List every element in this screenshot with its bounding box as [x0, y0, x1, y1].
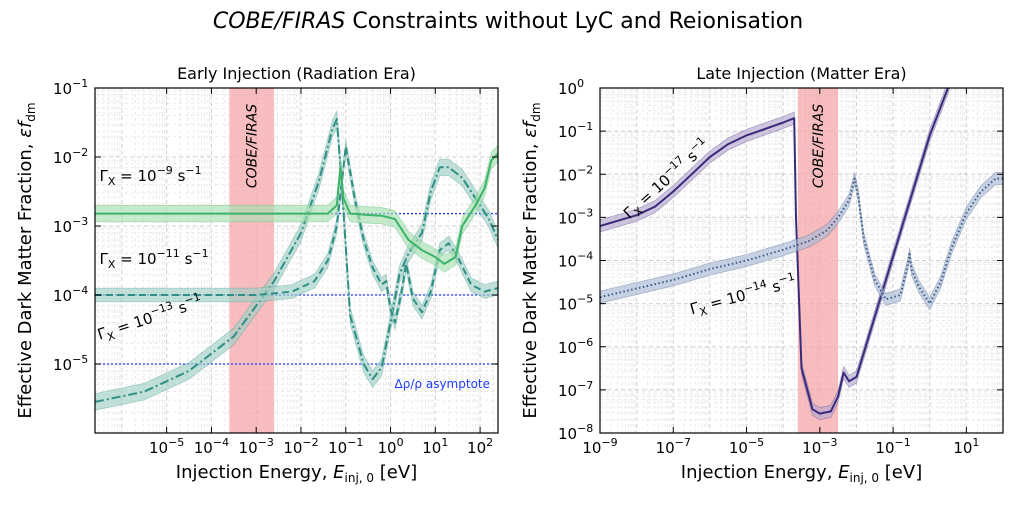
x-tick-label: 10−5: [149, 436, 184, 457]
x-tick-label: 100: [377, 436, 403, 457]
series-annotation: ΓX = 10−17 s−1: [618, 134, 715, 225]
x-tick-label: 101: [422, 436, 448, 457]
series-band: [95, 144, 498, 273]
series-line: [95, 152, 498, 265]
y-tick-label: 10−7: [558, 379, 593, 400]
series-annotation: ΓX = 10−9 s−1: [99, 164, 201, 188]
series-line: [95, 118, 498, 403]
panels: COBE/FIRAS Δρ/ρ asymptote ΓX = 10−9 s−1 ΓX …: [15, 64, 1004, 485]
x-tick-label: 10−3: [239, 436, 274, 457]
series-line: [600, 88, 950, 415]
x-tick-label: 10−3: [802, 436, 837, 457]
x-tick-label: 10−9: [582, 436, 617, 457]
y-tick-label: 10−1: [53, 77, 88, 98]
plot-area: [95, 88, 498, 433]
y-tick-label: 10−5: [558, 293, 593, 314]
cobe-firas-band: [229, 88, 275, 433]
axes-frame: [94, 87, 499, 434]
y-tick-label: 10−4: [558, 250, 593, 271]
y-axis-label: Effective Dark Matter Fraction, εfdm: [520, 102, 543, 418]
y-tick-label: 10−8: [558, 422, 593, 443]
asymptote-label: Δρ/ρ asymptote: [395, 377, 490, 391]
x-axis-label: Injection Energy, Einj, 0 [eV]: [176, 462, 417, 485]
y-tick-label: 10−3: [558, 206, 593, 227]
x-tick-label: 10−4: [194, 436, 229, 457]
series-band: [600, 88, 951, 421]
series-line: [95, 145, 498, 324]
cobe-firas-label: COBE/FIRAS: [245, 104, 261, 188]
x-tick-label: 101: [953, 436, 979, 457]
plot-area: [600, 88, 1003, 433]
panel-title: Late Injection (Matter Era): [696, 64, 906, 83]
early-injection-panel: COBE/FIRAS Δρ/ρ asymptote ΓX = 10−9 s−1 ΓX …: [15, 64, 499, 485]
series-line: [600, 177, 1003, 305]
series-band: [600, 172, 1003, 311]
y-tick-label: 10−1: [558, 120, 593, 141]
cobe-firas-label: COBE/FIRAS: [811, 104, 827, 188]
y-axis-label: Effective Dark Matter Fraction, εfdm: [15, 102, 38, 418]
x-tick-label: 10−1: [875, 436, 910, 457]
figure-title: COBE/FIRAS Constraints without LyC and R…: [213, 9, 803, 34]
panel-title: Early Injection (Radiation Era): [177, 64, 416, 83]
y-tick-label: 10−3: [53, 215, 88, 236]
x-axis-label: Injection Energy, Einj, 0 [eV]: [681, 462, 922, 485]
y-tick-label: 10−4: [53, 284, 88, 305]
y-tick-label: 10−2: [558, 163, 593, 184]
x-tick-label: 10−5: [729, 436, 764, 457]
x-tick-label: 10−7: [656, 436, 691, 457]
y-tick-label: 10−5: [53, 353, 88, 374]
x-tick-label: 10−2: [283, 436, 318, 457]
x-tick-label: 10−1: [328, 436, 363, 457]
y-tick-label: 100: [558, 77, 584, 98]
x-tick-label: 102: [467, 436, 493, 457]
y-tick-label: 10−6: [558, 336, 593, 357]
y-tick-label: 10−2: [53, 146, 88, 167]
series-annotation: ΓX = 10−11 s−1: [99, 247, 208, 271]
